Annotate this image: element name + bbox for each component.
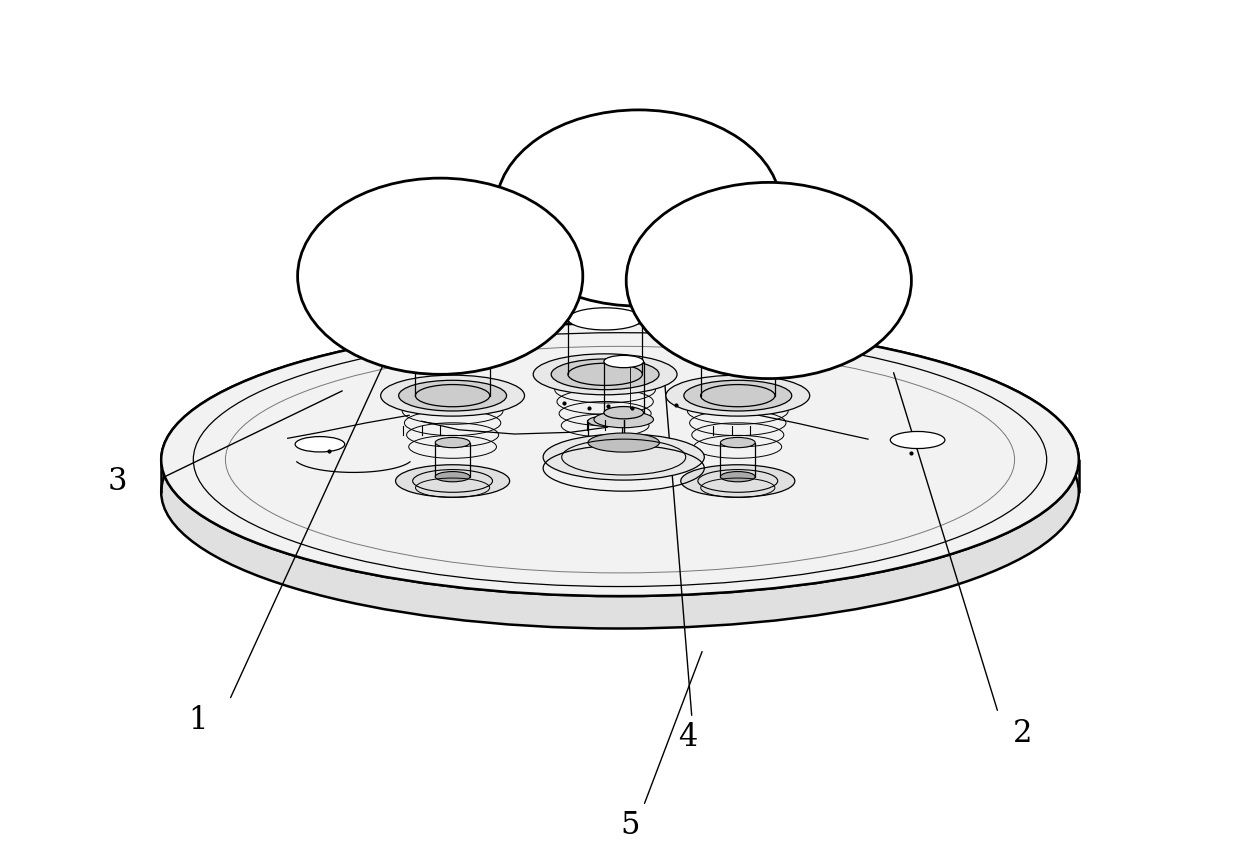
Ellipse shape: [415, 385, 490, 407]
Ellipse shape: [415, 330, 490, 352]
Ellipse shape: [435, 438, 470, 448]
Ellipse shape: [681, 465, 795, 498]
Ellipse shape: [588, 434, 660, 452]
Ellipse shape: [568, 364, 642, 386]
Ellipse shape: [435, 472, 470, 482]
Ellipse shape: [666, 376, 810, 417]
Ellipse shape: [588, 451, 622, 461]
Ellipse shape: [161, 324, 1079, 596]
Ellipse shape: [720, 438, 755, 448]
Ellipse shape: [543, 435, 704, 481]
Text: 5: 5: [620, 809, 640, 840]
Ellipse shape: [604, 356, 644, 368]
Ellipse shape: [548, 444, 662, 476]
Circle shape: [496, 111, 781, 307]
Ellipse shape: [604, 407, 644, 419]
Text: 2: 2: [1013, 717, 1033, 748]
Ellipse shape: [720, 472, 755, 482]
Ellipse shape: [890, 432, 945, 449]
Text: 1: 1: [188, 705, 208, 735]
Ellipse shape: [588, 417, 622, 427]
Ellipse shape: [398, 381, 506, 412]
Ellipse shape: [381, 376, 525, 417]
Ellipse shape: [683, 381, 791, 412]
Ellipse shape: [701, 385, 775, 407]
Ellipse shape: [701, 330, 775, 352]
Circle shape: [298, 179, 583, 375]
Ellipse shape: [396, 465, 510, 498]
Text: 3: 3: [108, 466, 128, 497]
Ellipse shape: [161, 324, 1079, 596]
Ellipse shape: [295, 437, 345, 452]
Ellipse shape: [161, 356, 1079, 629]
Ellipse shape: [568, 308, 642, 331]
Ellipse shape: [594, 412, 653, 429]
Ellipse shape: [533, 354, 677, 395]
Circle shape: [626, 183, 911, 379]
Ellipse shape: [551, 360, 660, 390]
Text: 4: 4: [678, 722, 698, 752]
